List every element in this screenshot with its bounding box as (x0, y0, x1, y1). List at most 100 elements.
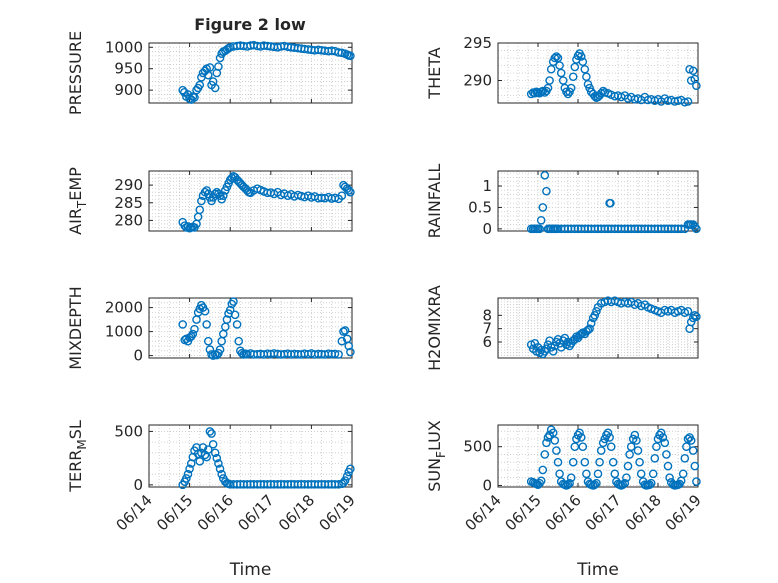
data-point (578, 442, 588, 452)
data-point (606, 442, 616, 452)
data-point (334, 350, 343, 359)
data-point (682, 442, 691, 452)
data-point (178, 320, 187, 329)
data-point (618, 480, 628, 489)
data-point (324, 46, 333, 56)
data-point (545, 76, 554, 85)
data-point (339, 478, 348, 488)
y-tick-label: 0.5 (468, 198, 492, 216)
data-point (580, 457, 590, 467)
data-point (540, 450, 550, 459)
grid-lines (497, 298, 699, 359)
data-point (576, 433, 586, 442)
data-point (683, 307, 693, 316)
data-point (205, 427, 215, 436)
data-point (242, 480, 252, 489)
y-axis-label: RAINFALL (425, 164, 444, 239)
data-point (633, 446, 643, 455)
y-axis-label: SUNFLUX (425, 420, 448, 492)
subplot-5: 0 1000 2000 MIXDEPTH (66, 286, 355, 370)
x-axis-label: Time (229, 560, 272, 580)
data-point (314, 480, 323, 489)
data-point (198, 443, 208, 452)
y-tick-label: 7 (482, 320, 492, 338)
y-tick-label: 285 (114, 194, 143, 212)
data-point (208, 439, 218, 449)
data-point (575, 428, 584, 438)
data-point (688, 66, 698, 76)
x-axis-label: Time (576, 560, 619, 580)
data-point (598, 86, 608, 96)
y-tick-label: 1 (482, 177, 492, 195)
data-point (652, 442, 661, 452)
data-point (330, 349, 340, 359)
subplot-6: 678 H2OMIXRA (425, 285, 701, 371)
y-tick-label: 295 (463, 34, 492, 52)
grid-lines (148, 170, 353, 232)
data-point (676, 224, 686, 234)
data-point (542, 186, 551, 196)
data-point (188, 329, 198, 339)
data-series (526, 49, 701, 107)
y-axis-label-main: PRESSURE (66, 31, 85, 115)
data-point (314, 193, 323, 203)
data-point (620, 224, 630, 234)
data-point (598, 438, 608, 448)
data-point (592, 478, 601, 488)
data-point (183, 469, 193, 479)
data-point (606, 198, 615, 208)
data-point (680, 454, 690, 463)
data-point (625, 450, 634, 459)
data-point (232, 480, 242, 489)
data-point (626, 442, 636, 452)
data-series (178, 297, 355, 360)
data-point (610, 469, 620, 479)
data-point (203, 70, 213, 80)
data-point (234, 336, 244, 346)
data-point (195, 457, 205, 466)
y-tick-label: 290 (114, 176, 143, 194)
data-point (568, 72, 578, 82)
data-point (563, 480, 573, 489)
data-point (346, 51, 355, 61)
data-point (344, 186, 354, 195)
data-series (178, 171, 355, 233)
data-point (622, 473, 631, 483)
data-point (324, 480, 333, 489)
data-point (346, 464, 355, 474)
data-point (215, 345, 225, 354)
data-point (646, 478, 656, 488)
data-point (550, 436, 560, 445)
data-point (203, 336, 213, 346)
y-axis-label: MIXDEPTH (66, 286, 85, 369)
data-point (592, 307, 601, 316)
data-point (636, 469, 646, 479)
data-point (635, 457, 644, 467)
data-point (229, 297, 238, 306)
data-point (570, 442, 580, 452)
data-point (214, 62, 223, 71)
data-point (548, 347, 558, 356)
data-point (536, 476, 546, 486)
data-point (692, 477, 701, 486)
data-point (263, 480, 272, 489)
y-tick-label: 280 (114, 211, 143, 229)
y-axis-label-main: SUN (425, 458, 444, 492)
data-point (337, 336, 347, 346)
data-point (590, 311, 600, 320)
data-point (538, 203, 548, 212)
data-point (650, 224, 660, 234)
data-point (662, 450, 671, 459)
data-point (656, 428, 666, 438)
subplot-1: 900 950 1000 PRESSURE (66, 31, 355, 115)
data-series (526, 170, 701, 234)
data-point (692, 81, 701, 91)
y-tick-label: 500 (114, 422, 143, 440)
data-point (540, 170, 550, 180)
data-point (346, 187, 355, 197)
y-tick-label: 0 (133, 347, 143, 365)
data-point (205, 63, 215, 72)
data-point (303, 480, 313, 489)
y-axis-label: TERRMSL (66, 420, 89, 493)
